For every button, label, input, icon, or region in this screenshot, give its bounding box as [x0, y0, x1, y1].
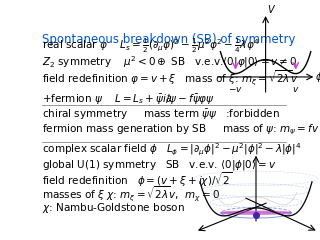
Text: field redefinition $\varphi = v + \xi$   mass of $\xi$: $m_\xi = \sqrt{2\lambda}: field redefinition $\varphi = v + \xi$ m… [43, 69, 299, 88]
Text: $V$: $V$ [268, 3, 277, 15]
Text: global U(1) symmetry   SB   v.e.v. $\langle 0|\phi|0\rangle = v$: global U(1) symmetry SB v.e.v. $\langle … [43, 158, 277, 172]
Text: masses of $\xi$ $\chi$: $m_\xi = \sqrt{2\lambda}v$,  $m_\chi = 0$: masses of $\xi$ $\chi$: $m_\xi = \sqrt{2… [43, 185, 220, 204]
Text: $\phi$: $\phi$ [315, 70, 320, 84]
Text: field redefinition   $\phi = (v + \xi + i\chi)/\sqrt{2}$: field redefinition $\phi = (v + \xi + i\… [43, 170, 233, 189]
Text: complex scalar field $\phi$   $L_\phi = |\partial_\mu\phi|^2 - \mu^2|\phi|^2 - \: complex scalar field $\phi$ $L_\phi = |\… [43, 142, 302, 158]
Text: Spontaneous breakdown (SB) of symmetry: Spontaneous breakdown (SB) of symmetry [43, 33, 296, 46]
Text: $Z_2$ symmetry    $\mu^2 < 0 \oplus$ SB   v.e.v.$\langle 0|\varphi|0\rangle = v : $Z_2$ symmetry $\mu^2 < 0 \oplus$ SB v.e… [43, 54, 298, 70]
Ellipse shape [221, 211, 291, 214]
Text: chiral symmetry     mass term $\bar{\psi}\psi$   :forbidden: chiral symmetry mass term $\bar{\psi}\ps… [43, 108, 280, 122]
Text: +fermion $\psi$    $L = L_s + \bar{\psi}i\partial\!\!\!/\psi - f\bar{\psi}\varph: +fermion $\psi$ $L = L_s + \bar{\psi}i\p… [43, 93, 215, 107]
Text: $v$: $v$ [292, 85, 300, 94]
Text: real scalar $\varphi$    $L_s = \frac{1}{2}(\partial_\mu\varphi)^2 - \frac{1}{2}: real scalar $\varphi$ $L_s = \frac{1}{2}… [43, 36, 260, 55]
Text: $\chi$: Nambu-Goldstone boson: $\chi$: Nambu-Goldstone boson [43, 201, 185, 215]
Text: fermion mass generation by SB     mass of $\psi$: $m_\psi = fv$: fermion mass generation by SB mass of $\… [43, 122, 320, 137]
Text: $-v$: $-v$ [228, 85, 243, 94]
